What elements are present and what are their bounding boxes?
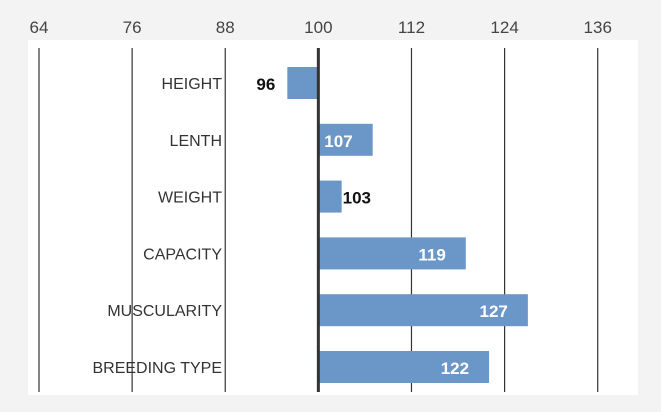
data-label: 119 [418, 245, 445, 264]
category-label: HEIGHT [162, 76, 223, 93]
x-tick-label: 112 [398, 18, 425, 37]
plot-background [28, 40, 638, 395]
y-axis: HEIGHT LENTH WEIGHT CAPACITY MUSCULARITY BREE… [92, 76, 222, 377]
x-tick-label: 76 [123, 18, 142, 37]
data-label: 96 [256, 75, 275, 94]
bar [318, 123, 373, 156]
bars [287, 67, 528, 383]
x-tick-label: 64 [30, 18, 49, 37]
data-label: 103 [343, 189, 371, 208]
bar [287, 67, 319, 99]
category-label: BREEDING TYPE [92, 360, 222, 377]
bar [318, 294, 528, 327]
category-label: WEIGHT [158, 190, 222, 207]
category-label: LENTH [170, 133, 222, 150]
bar [318, 237, 466, 270]
grid-layer [38, 48, 599, 392]
data-label: 122 [441, 359, 469, 378]
bar [318, 351, 490, 383]
x-axis: 64 76 88 100 112 124 136 [30, 18, 612, 37]
data-label: 127 [480, 302, 508, 321]
category-label: CAPACITY [143, 246, 222, 263]
data-labels: 96 107 103 119 127 122 [256, 75, 507, 378]
data-label: 107 [324, 132, 352, 151]
x-tick-label: 88 [216, 18, 235, 37]
x-tick-label: 100 [304, 18, 332, 37]
category-label: MUSCULARITY [107, 303, 222, 320]
x-tick-label: 136 [584, 18, 612, 37]
x-tick-label: 124 [490, 18, 518, 37]
bar [318, 180, 342, 213]
